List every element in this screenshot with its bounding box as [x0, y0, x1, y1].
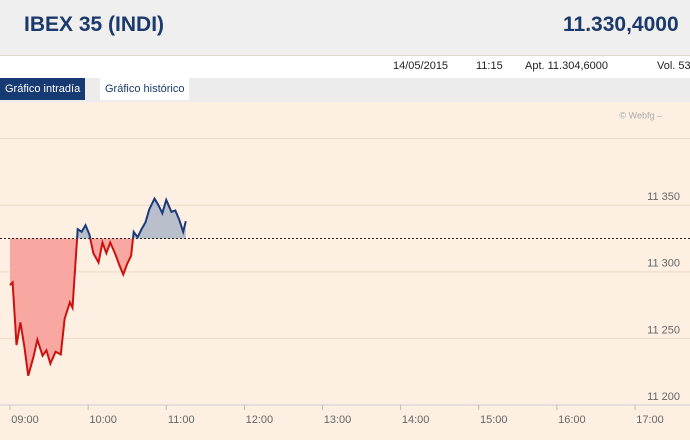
- x-tick-label: 09:00: [11, 414, 39, 426]
- area-fill: [10, 238, 186, 376]
- y-tick-label: 11 200: [647, 391, 680, 403]
- x-tick-label: 15:00: [480, 414, 508, 426]
- price-line: [9, 238, 139, 376]
- price-line: [76, 196, 187, 239]
- y-tick-label: 11 300: [647, 258, 680, 270]
- plot-background: [0, 102, 690, 440]
- index-title: IBEX 35 (INDI): [24, 13, 165, 36]
- x-tick-label: 11:00: [168, 414, 195, 426]
- info-volume: Vol. 53: [657, 60, 690, 72]
- tab[interactable]: Gráfico histórico: [100, 78, 190, 100]
- info-time: 11:15: [476, 60, 503, 72]
- x-tick-label: 12:00: [246, 414, 274, 426]
- tab-bar: Gráfico intradía Gráfico histórico: [0, 78, 690, 102]
- x-tick-label: 17:00: [636, 414, 664, 426]
- header: IBEX 35 (INDI) 11.330,4000: [0, 0, 690, 56]
- info-date: 14/05/2015: [393, 60, 449, 72]
- y-tick-label: 11 250: [647, 324, 680, 336]
- x-tick-label: 10:00: [89, 414, 117, 426]
- x-tick-label: 14:00: [402, 414, 430, 426]
- tab[interactable]: Gráfico intradía: [0, 78, 86, 100]
- x-tick-label: 16:00: [558, 414, 586, 426]
- y-tick-label: 11 350: [647, 191, 680, 203]
- chart: © Webfg – 11 200 11 250 11 300 11 350 09:00 1…: [0, 102, 690, 440]
- index-price: 11.330,4000: [563, 13, 679, 36]
- copyright: © Webfg –: [620, 110, 663, 120]
- info-open: Apt. 11.304,6000: [525, 60, 608, 72]
- x-tick-label: 13:00: [324, 414, 352, 426]
- area-fill: [77, 198, 186, 239]
